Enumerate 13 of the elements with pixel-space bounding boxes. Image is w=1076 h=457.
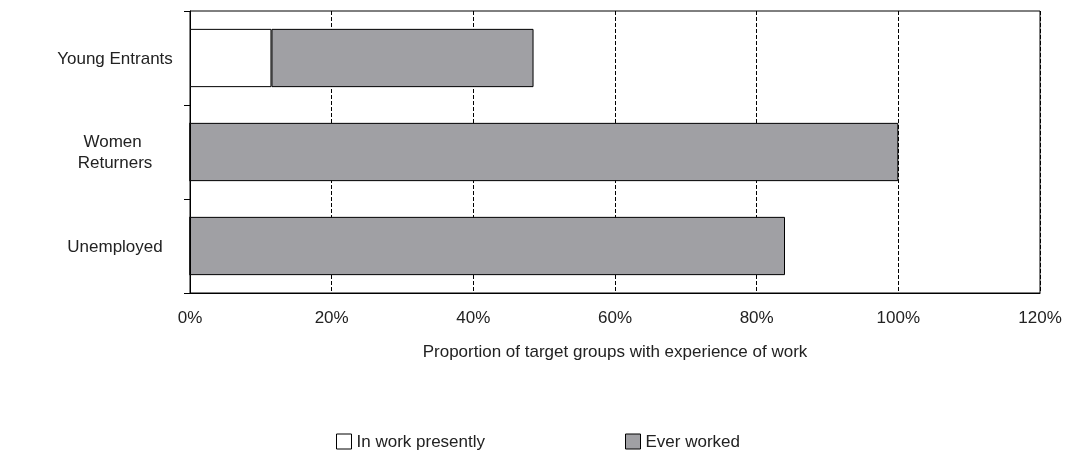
legend-label: In work presently	[356, 432, 486, 451]
x-tick-label: 80%	[739, 308, 774, 327]
y-tick-label: Women Returners	[77, 132, 153, 172]
x-tick-label: 40%	[456, 308, 491, 327]
x-axis-title: Proportion of target groups with experience of work	[422, 342, 808, 361]
y-tick-label: Young Entrants	[57, 48, 173, 68]
x-tick-label: 0%	[177, 308, 203, 327]
x-tick-label: 60%	[597, 308, 633, 327]
x-tick-label: 100%	[876, 308, 921, 327]
y-tick-label: Unemployed	[67, 236, 163, 256]
x-tick-label: 120%	[1018, 308, 1062, 327]
legend-label: Ever worked	[645, 432, 740, 451]
x-tick-label: 20%	[314, 308, 349, 327]
